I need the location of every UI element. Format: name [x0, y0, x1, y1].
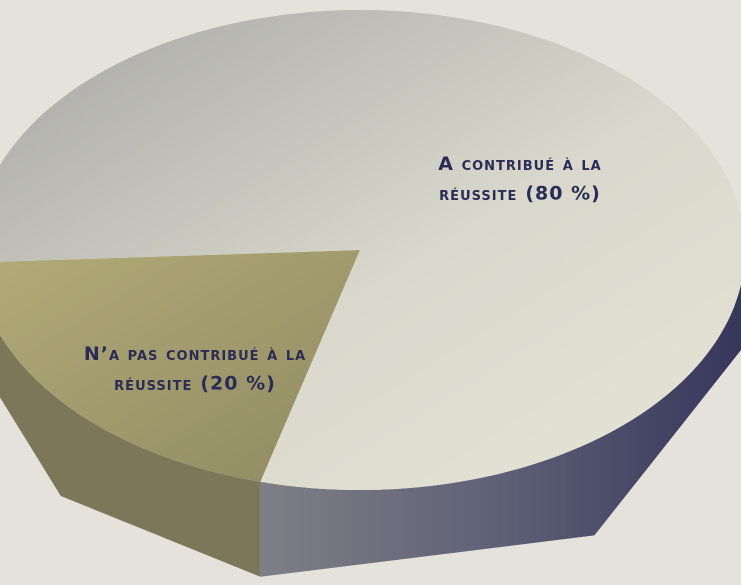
slice-side: [0, 334, 261, 577]
slice-side: [260, 284, 741, 577]
slice-label: N’a pas contribué à la réussite: [84, 343, 306, 395]
label-line: A contribué à la: [438, 153, 602, 175]
value-label: (20 %): [200, 373, 275, 395]
slice: [0, 10, 741, 490]
label-line: N’a pas contribué à la: [84, 343, 306, 365]
label-line: réussite: [114, 373, 192, 395]
label-line: réussite: [439, 183, 517, 205]
slice-label: A contribué à la réussite: [438, 153, 602, 205]
slice: [0, 250, 360, 482]
value-label: (80 %): [525, 183, 600, 205]
